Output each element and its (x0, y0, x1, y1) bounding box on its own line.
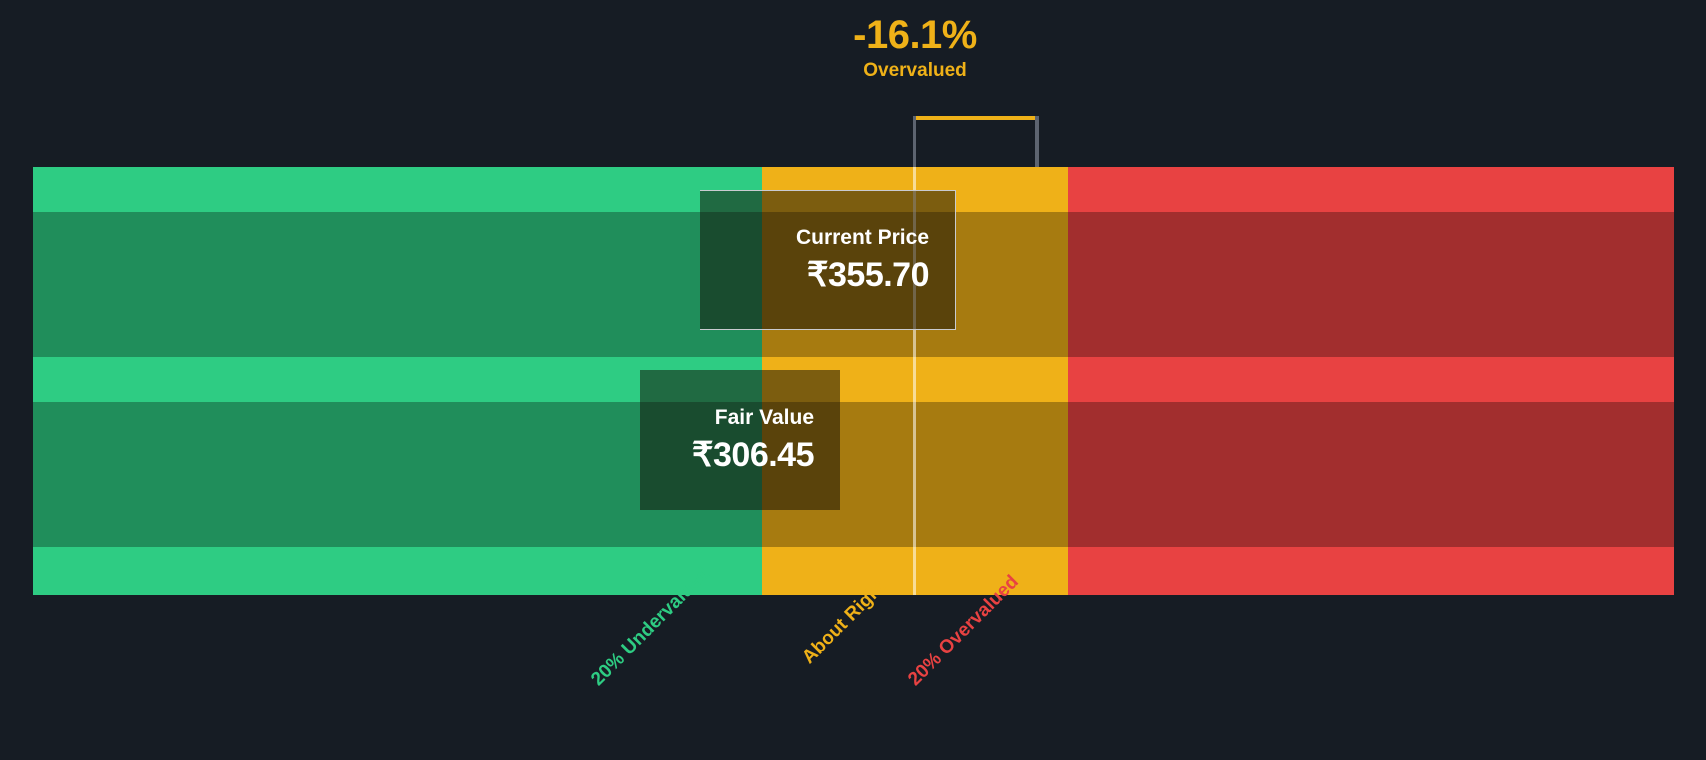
bar-row-fair-value (33, 402, 1674, 547)
annotation-bracket-right (1035, 116, 1039, 168)
annotation-bracket-left (913, 116, 916, 168)
fair-value-value: ₹306.45 (691, 436, 815, 475)
annotation-status: Overvalued (863, 60, 967, 82)
current-price-marker-line (913, 167, 916, 595)
fair-value-label: Fair Value (714, 406, 814, 430)
current-price-label: Current Price (795, 226, 929, 250)
zone-overvalued (1068, 167, 1674, 595)
overvalued-annotation: -16.1% Overvalued (760, 13, 1070, 84)
current-price-value: ₹355.70 (806, 256, 930, 295)
annotation-percent: -16.1% (853, 13, 977, 57)
fair-value-box[interactable]: Fair Value ₹306.45 (640, 370, 840, 510)
current-price-box[interactable]: Current Price ₹355.70 (700, 190, 956, 330)
annotation-bracket-top (914, 116, 1039, 120)
